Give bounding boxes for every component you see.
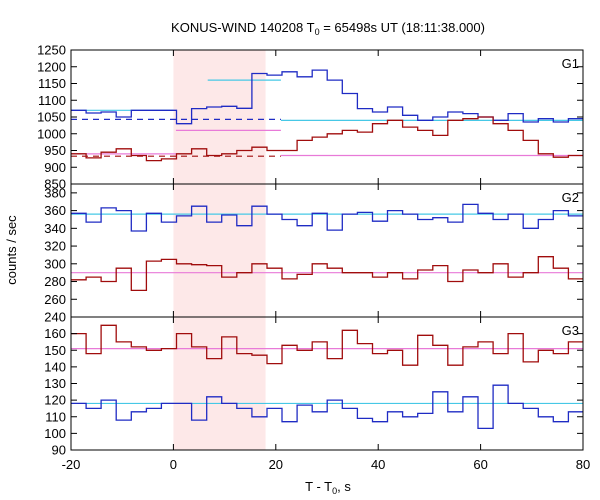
y-tick-label: 1100	[38, 93, 66, 108]
series-step-line-blue	[71, 69, 583, 125]
title-prefix: KONUS-WIND 140208 T	[171, 20, 315, 35]
y-tick-label: 1150	[38, 76, 66, 91]
panel-data	[71, 69, 583, 162]
y-tick-label: 340	[44, 221, 66, 236]
title-subscript: 0	[315, 27, 320, 37]
y-tick-label: 160	[44, 326, 66, 341]
x-tick-label: 60	[473, 457, 487, 472]
panel-label: G2	[562, 190, 579, 205]
series-step-line-blue	[71, 384, 583, 430]
xlabel-suffix: , s	[337, 479, 351, 494]
x-axis-label: T - T0, s	[305, 479, 351, 496]
y-tick-label: 240	[44, 310, 66, 325]
y-tick-label: 260	[44, 292, 66, 307]
y-tick-label: 1000	[37, 126, 66, 141]
panel-label: G3	[562, 323, 579, 338]
y-axis-label: counts / sec	[4, 215, 19, 285]
panel-data	[71, 324, 583, 430]
x-tick-label: 40	[371, 457, 385, 472]
y-tick-label: 1200	[37, 59, 66, 74]
series-step-line-red	[71, 116, 583, 162]
y-tick-label: 140	[44, 359, 66, 374]
y-tick-label: 380	[44, 185, 66, 200]
y-tick-label: 950	[44, 143, 66, 158]
panel-g2: 240 260 280 300 320 340 360 380 G2	[44, 183, 584, 325]
series-step-line-red	[71, 256, 583, 292]
panel-data	[71, 203, 583, 292]
y-tick-label: 360	[44, 203, 66, 218]
y-tick-label: 850	[44, 177, 66, 192]
y-tick-label: 280	[44, 274, 66, 289]
y-tick-label: 320	[44, 239, 66, 254]
series-step-line-blue	[71, 203, 583, 232]
xlabel-subscript: 0	[332, 486, 337, 496]
panel-label: G1	[562, 56, 579, 71]
title-suffix: = 65498s UT (18:11:38.000)	[320, 20, 485, 35]
x-tick-label: -20	[62, 457, 81, 472]
y-tick-label: 900	[44, 160, 66, 175]
series-step-line-red	[71, 324, 583, 366]
highlight-interval	[173, 50, 266, 450]
x-tick-label: 80	[576, 457, 590, 472]
y-tick-label: 120	[44, 393, 66, 408]
x-tick-label: 20	[269, 457, 283, 472]
y-tick-label: 1250	[37, 43, 66, 58]
y-tick-label: 1050	[37, 110, 66, 125]
plot-area: 850900950100010501100115012001250G124026…	[37, 43, 590, 473]
y-tick-label: 100	[44, 426, 66, 441]
y-tick-label: 130	[44, 376, 66, 391]
x-tick-label: 0	[170, 457, 177, 472]
panel-frame	[70, 183, 584, 318]
y-tick-label: 90	[52, 443, 66, 458]
y-tick-label: 150	[44, 343, 66, 358]
y-tick-label: 300	[44, 256, 66, 271]
xlabel-prefix: T - T	[305, 479, 332, 494]
y-tick-label: 110	[45, 409, 66, 424]
chart-title: KONUS-WIND 140208 T0 = 65498s UT (18:11:…	[171, 20, 485, 37]
panel-frame	[70, 316, 584, 451]
